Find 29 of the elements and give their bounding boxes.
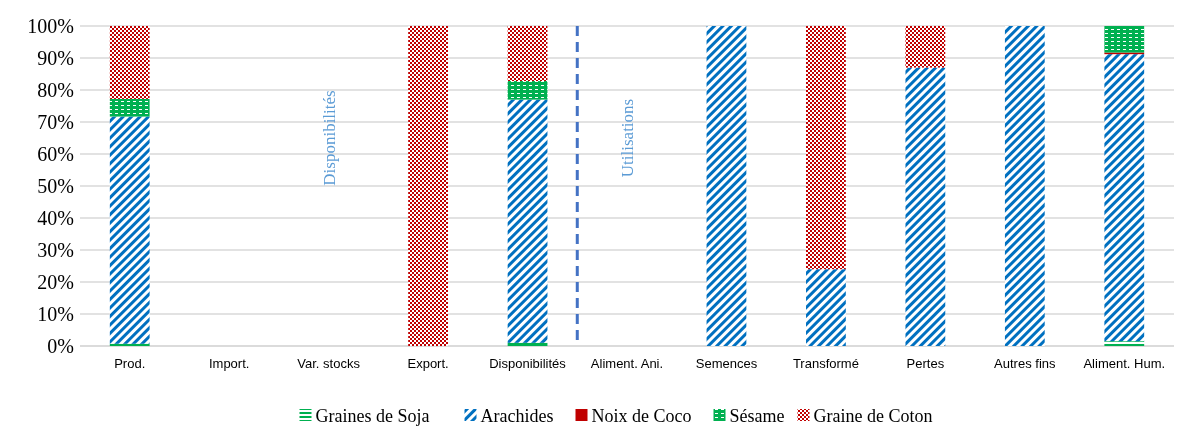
legend-label: Graine de Coton — [813, 406, 933, 426]
legend-label: Sésame — [729, 406, 785, 426]
x-tick-label: Disponibilités — [489, 356, 567, 371]
x-tick-label: Import. — [208, 356, 250, 371]
y-tick-label: 90% — [37, 47, 74, 69]
x-tick-label: Semences — [695, 356, 758, 371]
y-tick-label: 0% — [47, 335, 74, 357]
y-tick-label: 10% — [37, 303, 74, 325]
legend-label: Arachides — [480, 406, 554, 426]
annotation: Utilisations — [618, 98, 638, 178]
y-tick-label: 80% — [37, 79, 74, 101]
annotation: Disponibilités — [319, 90, 339, 186]
legend-label: Noix de Coco — [591, 406, 692, 426]
x-tick-label: Prod. — [114, 356, 146, 371]
y-tick-label: 60% — [37, 143, 74, 165]
x-tick-label: Autres fins — [994, 356, 1057, 371]
y-tick-label: 40% — [37, 207, 74, 229]
x-tick-label: Aliment. Hum. — [1083, 356, 1166, 371]
legend-label: Graines de Soja — [315, 406, 430, 426]
y-tick-label: 100% — [27, 15, 74, 37]
y-tick-label: 50% — [37, 175, 74, 197]
y-tick-label: 30% — [37, 239, 74, 261]
x-tick-label: Aliment. Ani. — [590, 356, 664, 371]
x-tick-label: Pertes — [906, 356, 945, 371]
x-tick-label: Transformé — [792, 356, 859, 371]
y-tick-label: 70% — [37, 111, 74, 133]
x-tick-label: Export. — [407, 356, 449, 371]
y-tick-label: 20% — [37, 271, 74, 293]
x-tick-label: Var. stocks — [297, 356, 361, 371]
